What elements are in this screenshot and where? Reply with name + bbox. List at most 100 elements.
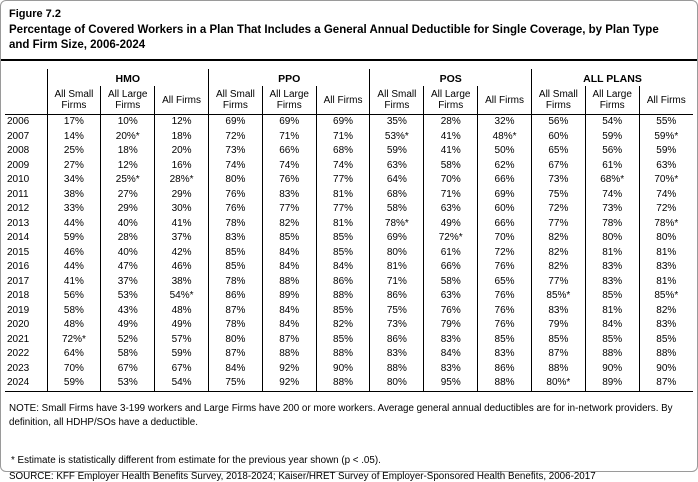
value-cell: 62% xyxy=(477,158,532,174)
header-sub-row: All Small Firms All Large Firms All Firms A… xyxy=(5,86,693,116)
value-cell: 69% xyxy=(207,114,263,130)
value-cell: 92% xyxy=(261,376,317,392)
value-cell: 84% xyxy=(261,260,317,275)
value-cell: 88% xyxy=(261,347,317,362)
value-cell: 74% xyxy=(207,158,263,174)
value-cell: 60% xyxy=(477,202,532,217)
value-cell: 41% xyxy=(423,144,478,159)
value-cell: 88% xyxy=(315,347,370,362)
year-cell: 2019 xyxy=(7,304,30,316)
value-cell: 81% xyxy=(584,303,640,319)
value-cell: 83% xyxy=(638,318,693,333)
value-cell: 43% xyxy=(100,303,155,319)
value-cell: 48% xyxy=(46,318,101,333)
value-cell: 85% xyxy=(584,289,640,304)
value-cell: 87% xyxy=(530,347,586,362)
year-cell: 2011 xyxy=(7,188,29,200)
title-block: Figure 7.2 Percentage of Covered Workers… xyxy=(1,1,697,53)
value-cell: 76% xyxy=(261,173,317,188)
value-cell: 28%* xyxy=(154,173,209,188)
value-cell: 85% xyxy=(638,332,693,348)
note-text: NOTE: Small Firms have 3-199 workers and… xyxy=(9,402,673,428)
value-cell: 66% xyxy=(423,260,478,275)
value-cell: 64% xyxy=(369,173,424,188)
source-text: SOURCE: KFF Employer Health Benefits Sur… xyxy=(9,471,596,482)
value-cell: 84% xyxy=(207,361,263,377)
group-header-all-plans: ALL PLANS xyxy=(530,69,693,87)
value-cell: 41% xyxy=(423,129,478,145)
value-cell: 83% xyxy=(207,231,263,246)
value-cell: 34% xyxy=(46,173,101,188)
value-cell: 63% xyxy=(638,158,693,174)
value-cell: 74% xyxy=(315,158,370,174)
value-cell: 77% xyxy=(315,173,370,188)
value-cell: 53% xyxy=(100,289,155,304)
value-cell: 88% xyxy=(315,376,370,392)
value-cell: 87% xyxy=(638,376,693,392)
value-cell: 69% xyxy=(315,114,370,130)
value-cell: 44% xyxy=(46,216,101,232)
value-cell: 84% xyxy=(261,318,317,333)
value-cell: 85% xyxy=(207,260,263,275)
value-cell: 89% xyxy=(584,376,640,392)
value-cell: 57% xyxy=(154,332,209,348)
table-row: 2016 44% 47% 46% 85% 84% 84% 81% 66% 76% 82% 83% 83% xyxy=(5,260,693,275)
value-cell: 18% xyxy=(154,129,209,145)
value-cell: 79% xyxy=(530,318,586,333)
value-cell: 20%* xyxy=(100,129,155,145)
value-cell: 78% xyxy=(207,318,263,333)
year-cell: 2010 xyxy=(7,174,30,186)
value-cell: 66% xyxy=(477,216,532,232)
table-row: 2010 34% 25%* 28%* 80% 76% 77% 64% 70% 66% 73% 68%*… xyxy=(5,173,693,188)
value-cell: 80% xyxy=(207,173,263,188)
value-cell: 90% xyxy=(638,361,693,377)
value-cell: 82% xyxy=(315,318,370,333)
value-cell: 73% xyxy=(369,318,424,333)
value-cell: 40% xyxy=(100,245,155,261)
value-cell: 10% xyxy=(100,114,155,130)
year-cell: 2016 xyxy=(7,261,30,273)
subcolumn-header: All Small Firms xyxy=(46,86,101,116)
value-cell: 59% xyxy=(584,129,640,145)
value-cell: 83% xyxy=(477,347,532,362)
subcolumn-header: All Large Firms xyxy=(261,86,317,116)
figure-title: Percentage of Covered Workers in a Plan … xyxy=(9,24,659,52)
value-cell: 50% xyxy=(477,144,532,159)
value-cell: 25%* xyxy=(100,173,155,188)
table-row: 2008 25% 18% 20% 73% 66% 68% 59% 41% 50% 65% 56% 59% xyxy=(5,144,693,159)
value-cell: 53%* xyxy=(369,129,424,145)
value-cell: 48%* xyxy=(477,129,532,145)
value-cell: 59% xyxy=(369,144,424,159)
table-row: 2012 33% 29% 30% 76% 77% 77% 58% 63% 60% 72% 73% 72% xyxy=(5,202,693,217)
value-cell: 56% xyxy=(584,144,640,159)
year-cell: 2013 xyxy=(7,217,30,229)
value-cell: 65% xyxy=(530,144,586,159)
value-cell: 74% xyxy=(638,187,693,203)
value-cell: 59% xyxy=(638,144,693,159)
notes-block: NOTE: Small Firms have 3-199 workers and… xyxy=(1,392,697,482)
value-cell: 88% xyxy=(315,289,370,304)
subcolumn-header: All Large Firms xyxy=(100,86,155,116)
value-cell: 86% xyxy=(207,289,263,304)
value-cell: 83% xyxy=(261,187,317,203)
value-cell: 74% xyxy=(261,158,317,174)
value-cell: 73% xyxy=(584,202,640,217)
title-divider xyxy=(1,59,697,62)
figure-label: Figure 7.2 xyxy=(9,8,61,20)
value-cell: 84% xyxy=(584,318,640,333)
value-cell: 85% xyxy=(315,231,370,246)
subcolumn-header: All Firms xyxy=(477,86,532,116)
value-cell: 80% xyxy=(638,231,693,246)
value-cell: 35% xyxy=(369,114,424,130)
value-cell: 78% xyxy=(207,216,263,232)
value-cell: 82% xyxy=(530,260,586,275)
value-cell: 61% xyxy=(584,158,640,174)
value-cell: 77% xyxy=(261,202,317,217)
value-cell: 74% xyxy=(584,187,640,203)
value-cell: 71% xyxy=(315,129,370,145)
subcolumn-header: All Large Firms xyxy=(584,86,640,116)
table-row: 2017 41% 37% 38% 78% 88% 86% 71% 58% 65% 77% 83% 81% xyxy=(5,274,693,290)
group-header-ppo: PPO xyxy=(207,69,370,87)
value-cell: 77% xyxy=(315,202,370,217)
value-cell: 81% xyxy=(638,274,693,290)
